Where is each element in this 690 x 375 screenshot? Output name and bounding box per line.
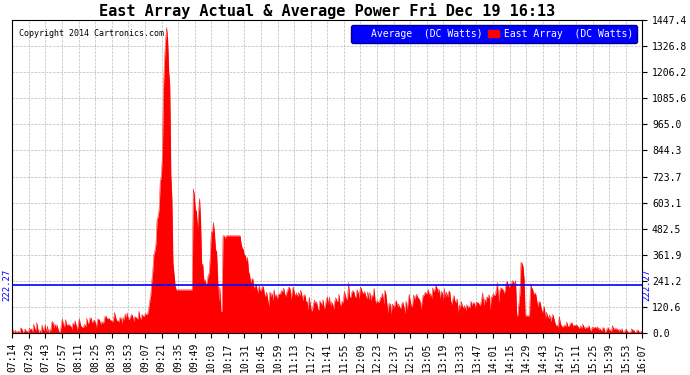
Text: 222.27: 222.27	[3, 269, 12, 301]
Text: 222.27: 222.27	[642, 269, 651, 301]
Text: Copyright 2014 Cartronics.com: Copyright 2014 Cartronics.com	[19, 29, 164, 38]
Legend: Average  (DC Watts), East Array  (DC Watts): Average (DC Watts), East Array (DC Watts…	[351, 25, 638, 43]
Title: East Array Actual & Average Power Fri Dec 19 16:13: East Array Actual & Average Power Fri De…	[99, 3, 555, 19]
